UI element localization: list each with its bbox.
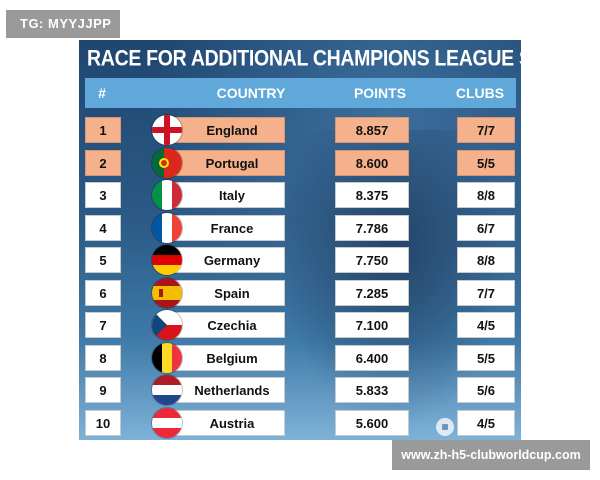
rank-cell: 9 [85, 377, 121, 403]
points-cell: 5.833 [335, 377, 409, 403]
country-cell: Italy [169, 182, 285, 208]
france-flag-icon [152, 212, 182, 243]
header-country: COUNTRY [216, 85, 286, 101]
table-row: 4 France 7.786 6/7 [79, 212, 521, 243]
clubs-cell: 7/7 [457, 117, 515, 143]
rank-cell: 6 [85, 279, 121, 306]
italy-flag-icon [152, 180, 182, 210]
points-cell: 7.100 [335, 312, 409, 338]
rank-cell: 4 [85, 214, 121, 241]
clubs-cell: 8/8 [457, 247, 515, 273]
table-row: 2 Portugal 8.600 5/5 [79, 147, 521, 178]
netherlands-flag-icon [152, 375, 182, 405]
points-cell: 5.600 [335, 409, 409, 436]
header-points: POINTS [353, 85, 407, 101]
table-row: 7 Czechia 7.100 4/5 [79, 310, 521, 340]
points-cell: 8.857 [335, 117, 409, 143]
clubs-cell: 5/6 [457, 377, 515, 403]
site-watermark: www.zh-h5-clubworldcup.com [392, 440, 590, 470]
points-cell: 7.786 [335, 214, 409, 241]
header-clubs: CLUBS [455, 85, 505, 101]
czechia-flag-icon [152, 310, 182, 340]
country-cell: Belgium [169, 344, 285, 371]
table-row: 5 Germany 7.750 8/8 [79, 245, 521, 275]
table-row: 8 Belgium 6.400 5/5 [79, 342, 521, 373]
clubs-cell: 7/7 [457, 279, 515, 306]
points-cell: 7.285 [335, 279, 409, 306]
country-cell: Czechia [169, 312, 285, 338]
tg-tag: TG: MYYJJPP [6, 10, 120, 38]
austria-flag-icon [152, 407, 182, 438]
rank-cell: 7 [85, 312, 121, 338]
points-cell: 6.400 [335, 344, 409, 371]
football-icon [436, 418, 454, 436]
germany-flag-icon [152, 245, 182, 275]
clubs-cell: 8/8 [457, 182, 515, 208]
points-cell: 7.750 [335, 247, 409, 273]
portugal-flag-icon [152, 147, 182, 178]
country-cell: Netherlands [169, 377, 285, 403]
rank-cell: 1 [85, 117, 121, 143]
clubs-cell: 4/5 [457, 312, 515, 338]
table-row: 10 Austria 5.600 4/5 [79, 407, 521, 438]
spain-flag-icon [152, 277, 182, 308]
country-cell: Portugal [169, 149, 285, 176]
table-row: 3 Italy 8.375 8/8 [79, 180, 521, 210]
points-cell: 8.600 [335, 149, 409, 176]
table-row: 6 Spain 7.285 7/7 [79, 277, 521, 308]
panel-title: RACE FOR ADDITIONAL CHAMPIONS LEAGUE SPO… [87, 46, 521, 72]
rank-cell: 2 [85, 149, 121, 176]
country-cell: Spain [169, 279, 285, 306]
clubs-cell: 4/5 [457, 409, 515, 436]
rank-cell: 3 [85, 182, 121, 208]
country-cell: England [169, 117, 285, 143]
england-flag-icon [152, 115, 182, 145]
rank-cell: 10 [85, 409, 121, 436]
clubs-cell: 5/5 [457, 344, 515, 371]
points-cell: 8.375 [335, 182, 409, 208]
header-rank: # [98, 85, 106, 101]
clubs-cell: 6/7 [457, 214, 515, 241]
clubs-cell: 5/5 [457, 149, 515, 176]
country-cell: France [169, 214, 285, 241]
table-header: # COUNTRY POINTS CLUBS [85, 78, 516, 108]
standings-panel: RACE FOR ADDITIONAL CHAMPIONS LEAGUE SPO… [79, 40, 521, 440]
table-row: 1 England 8.857 7/7 [79, 115, 521, 145]
country-cell: Germany [169, 247, 285, 273]
rank-cell: 8 [85, 344, 121, 371]
rank-cell: 5 [85, 247, 121, 273]
table-row: 9 Netherlands 5.833 5/6 [79, 375, 521, 405]
belgium-flag-icon [152, 342, 182, 373]
country-cell: Austria [169, 409, 285, 436]
